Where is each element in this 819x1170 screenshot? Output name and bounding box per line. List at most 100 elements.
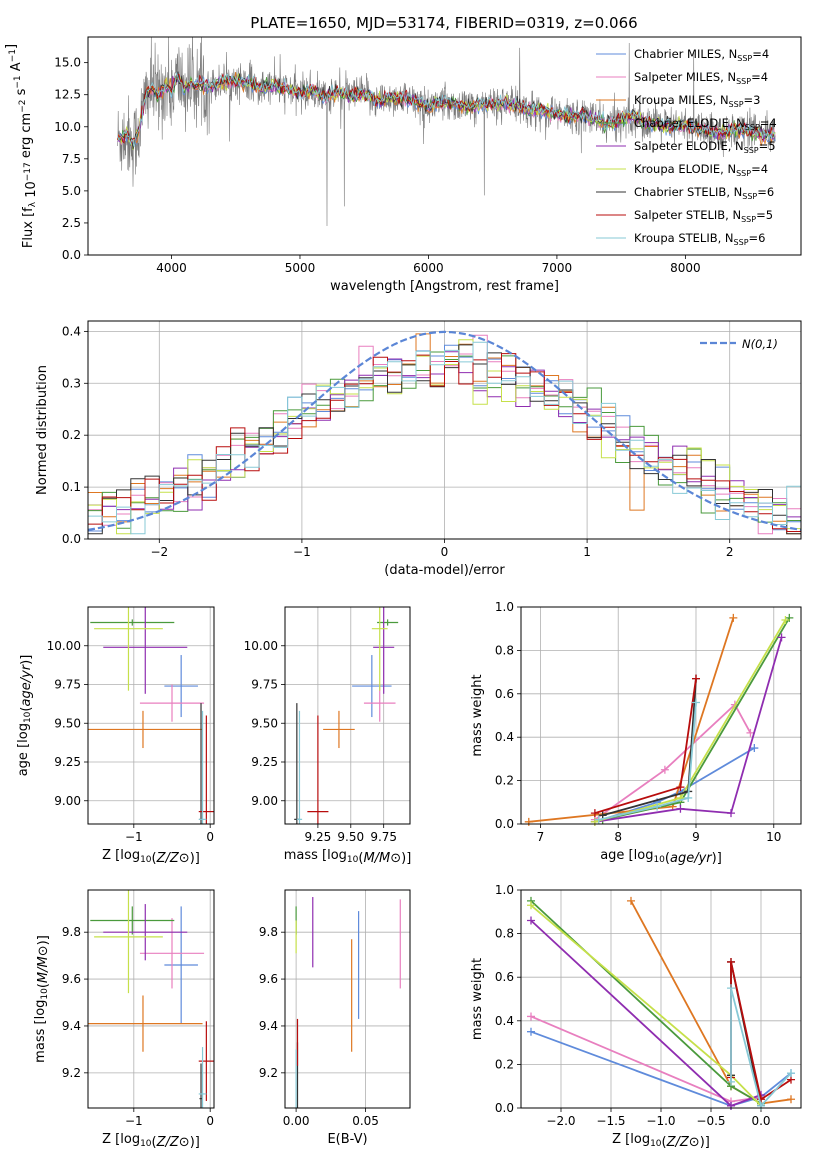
- mass-weight-marker: [787, 1069, 795, 1078]
- mass-weight-line: [530, 1030, 792, 1107]
- y-tick-label: 0.6: [495, 970, 514, 984]
- mass-weight-line: [594, 703, 752, 821]
- y-tick-label: 7.5: [62, 152, 81, 166]
- legend-entry: Kroupa MILES, NSSP=3: [634, 93, 760, 109]
- mass-weight-marker: [692, 674, 700, 683]
- legend-entry: Chabrier MILES, NSSP=4: [634, 47, 769, 63]
- x-tick-label: −0.5: [696, 1114, 725, 1128]
- figure-title: PLATE=1650, MJD=53174, FIBERID=0319, z=0…: [250, 14, 637, 32]
- y-tick-label: 9.4: [259, 1019, 278, 1033]
- y-tick-label: 15.0: [54, 56, 81, 70]
- y-tick-label: 9.4: [62, 1019, 81, 1033]
- y-tick-label: 0.0: [495, 1101, 514, 1115]
- y-tick-label: 9.25: [54, 755, 81, 769]
- y-tick-label: 9.8: [259, 925, 278, 939]
- mass-weight-marker: [781, 616, 790, 625]
- legend-entry: N(0,1): [742, 337, 778, 351]
- x-axis-label: Z [log10(Z/Z⊙)]: [612, 1132, 710, 1150]
- x-tick-label: 0: [206, 1114, 214, 1128]
- mass-weight-marker: [729, 613, 738, 622]
- y-tick-label: 1.0: [495, 883, 514, 897]
- y-tick-label: 9.00: [251, 794, 278, 808]
- y-tick-label: 0.4: [495, 1014, 514, 1028]
- mass-weight-marker: [676, 783, 685, 792]
- x-tick-label: −1: [125, 830, 143, 844]
- spectrum-legend: Chabrier MILES, NSSP=4 Salpeter MILES, NS…: [596, 47, 777, 247]
- y-tick-label: 9.8: [62, 925, 81, 939]
- mass-weight-line: [730, 987, 792, 1108]
- mass-weight-marker: [692, 698, 700, 707]
- mass-weight-marker: [684, 793, 693, 802]
- mass-weight-marker: [524, 817, 533, 826]
- axes-frame: [520, 889, 802, 1109]
- x-tick-label: −1.0: [646, 1114, 675, 1128]
- y-tick-label: 2.5: [62, 216, 81, 230]
- x-tick-label: 9.50: [337, 830, 364, 844]
- y-tick-label: 9.00: [54, 794, 81, 808]
- y-tick-label: 9.2: [62, 1066, 81, 1080]
- plot-layer: 4000 5000 6000 7000 80000.02.55.07.510.012.5…: [4, 36, 802, 1150]
- x-tick-label: 9: [692, 830, 700, 844]
- x-tick-label: −2: [150, 545, 168, 559]
- x-axis-label: wavelength [Angstrom, rest frame]: [330, 279, 559, 294]
- mass_vs_Z-axes: −1 0 9.2 9.4 9.6 9.8 Z [log10(Z/Z⊙)] mass [log1…: [33, 890, 214, 1150]
- axes-frame: [87, 320, 802, 540]
- mass-weight-marker: [777, 633, 786, 642]
- x-tick-label: −1: [293, 545, 311, 559]
- mass-weight-line: [528, 617, 735, 823]
- mass-weight-marker: [727, 809, 735, 818]
- x-axis-label: Z [log10(Z/Z⊙)]: [102, 848, 200, 866]
- mass-weight-line: [530, 1015, 762, 1103]
- x-tick-label: 0.05: [352, 1114, 379, 1128]
- x-tick-label: 1: [583, 545, 591, 559]
- x-tick-label: 10: [766, 830, 781, 844]
- x-tick-label: 8000: [670, 261, 701, 275]
- mass-weight-marker: [590, 809, 599, 818]
- mass-weight-marker: [727, 1077, 735, 1086]
- mass-weight-marker: [660, 765, 669, 774]
- y-tick-label: 9.50: [54, 716, 81, 730]
- mass-weight-marker: [527, 901, 535, 910]
- y-tick-label: 0.2: [62, 428, 81, 442]
- x-axis-label: age [log10(age/yr)]: [600, 848, 722, 866]
- x-tick-label: 0.00: [283, 1114, 310, 1128]
- x-axis-label: (data-model)/error: [384, 563, 505, 578]
- y-tick-label: 0.2: [495, 774, 514, 788]
- legend-entry: Chabrier ELODIE, NSSP=4: [634, 116, 777, 132]
- y-tick-label: 1.0: [495, 600, 514, 614]
- y-tick-label: 9.75: [54, 678, 81, 692]
- normal-reference-curve: [88, 330, 801, 531]
- y-axis-label: mass [log10(M/M⊙)]: [33, 935, 51, 1063]
- x-axis-label: E(B-V): [327, 1132, 367, 1147]
- axes-frame: [520, 606, 802, 825]
- axes-frame: [284, 889, 411, 1109]
- x-tick-label: 2: [726, 545, 734, 559]
- x-tick-label: 9.25: [305, 830, 332, 844]
- residual-histogram: [88, 341, 801, 535]
- x-tick-label: 7: [537, 830, 545, 844]
- axes-frame: [87, 889, 215, 1109]
- y-tick-label: 0.1: [62, 480, 81, 494]
- x-tick-label: −1.5: [596, 1114, 625, 1128]
- x-tick-label: 4000: [156, 261, 187, 275]
- x-tick-label: 8: [614, 830, 622, 844]
- mass-weight-line: [594, 637, 783, 823]
- y-tick-label: 0.3: [62, 376, 81, 390]
- y-axis-label: mass weight: [470, 674, 485, 756]
- x-axis-label: mass [log10(M/M⊙)]: [284, 848, 412, 866]
- y-tick-label: 10.00: [244, 639, 278, 653]
- y-tick-label: 10.00: [47, 639, 81, 653]
- mass-weight-marker: [787, 1095, 795, 1104]
- axes-frame: [87, 36, 802, 256]
- y-tick-label: 5.0: [62, 184, 81, 198]
- mass-weight-marker: [653, 802, 662, 811]
- mass-weight-marker: [594, 815, 603, 824]
- mass-weight-marker: [527, 1012, 535, 1021]
- y-axis-label: Normed distribution: [35, 365, 50, 495]
- x-tick-label: 6000: [413, 261, 444, 275]
- age_vs_Z-axes: −1 0 9.00 9.25 9.50 9.75 10.00 Z [log10(Z/Z⊙)] a…: [16, 607, 214, 866]
- y-tick-label: 0.6: [495, 687, 514, 701]
- mass-weight-marker: [527, 916, 535, 925]
- y-tick-label: 9.6: [259, 972, 278, 986]
- y-tick-label: 10.0: [54, 120, 81, 134]
